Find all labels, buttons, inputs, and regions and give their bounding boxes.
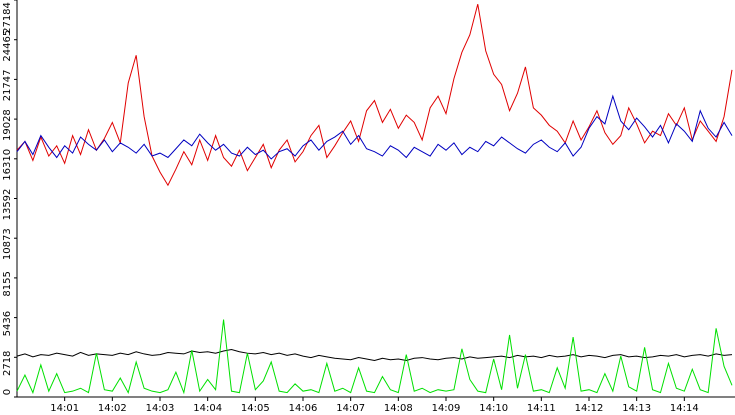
y-tick-label: 27184	[2, 2, 13, 34]
series-line	[16, 94, 733, 160]
y-tick-label: 10873	[2, 228, 13, 260]
x-tick-label: 14:13	[622, 403, 651, 414]
x-tick-label: 14:04	[193, 403, 222, 414]
x-tick-label: 14:08	[384, 403, 413, 414]
y-tick-label: 8155	[2, 271, 13, 296]
x-tick-label: 14:11	[527, 403, 556, 414]
x-tick-label: 14:03	[146, 403, 175, 414]
y-tick-label: 5436	[2, 311, 13, 336]
series-line	[16, 319, 733, 395]
y-tick-label: 24465	[2, 30, 13, 62]
x-tick-label: 14:07	[336, 403, 365, 414]
x-tick-label: 14:09	[432, 403, 461, 414]
y-tick-label: 16310	[2, 149, 13, 181]
x-tick-label: 14:02	[98, 403, 127, 414]
x-tick-label: 14:05	[241, 403, 270, 414]
x-tick-label: 14:10	[479, 403, 508, 414]
series-line	[16, 349, 733, 362]
y-tick-label: 19028	[2, 109, 13, 141]
x-tick-label: 14:12	[575, 403, 604, 414]
x-tick-label: 14:06	[289, 403, 318, 414]
y-tick-label: 13592	[2, 189, 13, 221]
series-line	[16, 4, 733, 187]
y-tick-label: 2718	[2, 351, 13, 376]
y-tick-label: 21747	[2, 69, 13, 101]
x-tick-label: 14:01	[50, 403, 79, 414]
y-tick-label: 0	[2, 389, 13, 395]
x-tick-label: 14:14	[670, 403, 699, 414]
